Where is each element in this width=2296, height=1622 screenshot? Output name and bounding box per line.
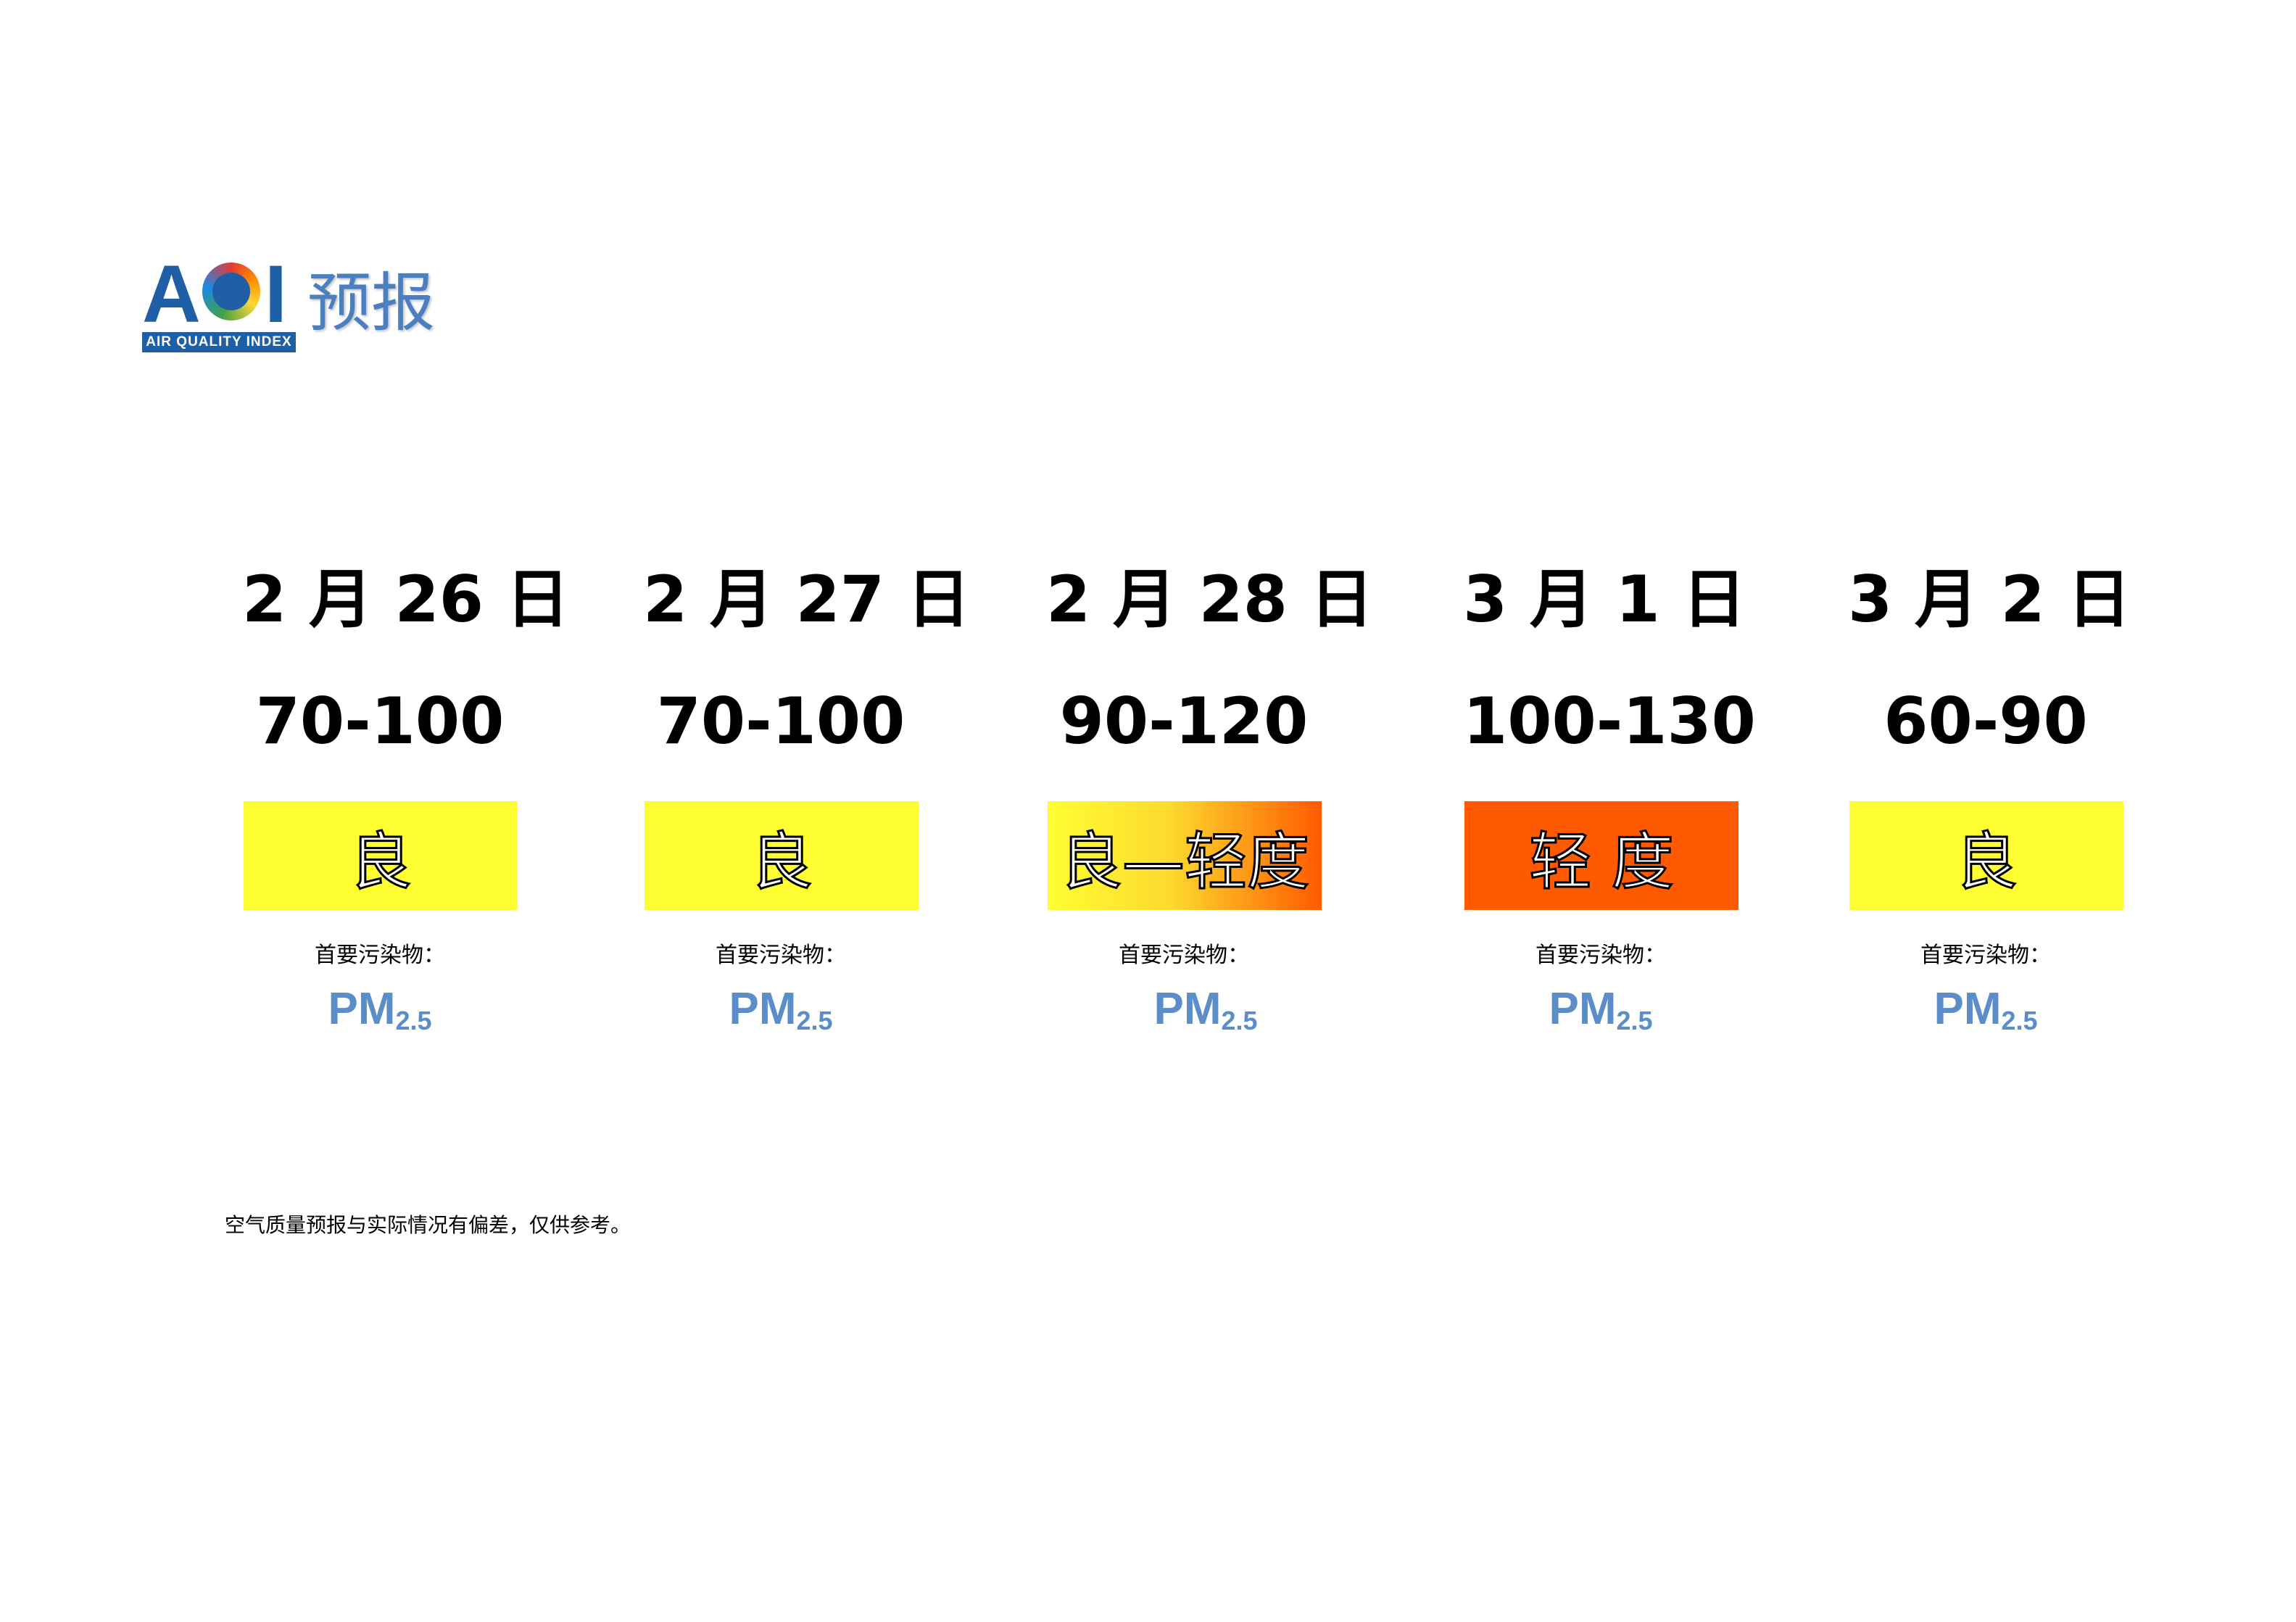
- primary-pollutant-label: 首要污染物：: [1119, 943, 1249, 968]
- forecast-date: 2 月 26 日: [242, 562, 570, 637]
- primary-pollutant-value: PM2.5: [1068, 980, 1343, 1050]
- aqi-range: 60-90: [1883, 684, 2088, 758]
- air-quality-level-badge: 良: [1849, 801, 2123, 910]
- forecast-day-3: 2 月 28 日 90-120 良—轻度 首要污染物： PM2.5: [1046, 551, 1374, 1059]
- air-quality-level-badge: 良: [244, 801, 518, 910]
- forecast-day-1: 2 月 26 日 70-100 良 首要污染物： PM2.5: [242, 551, 570, 1059]
- pollutant-name: PM: [1934, 984, 2002, 1034]
- primary-pollutant-value: PM2.5: [643, 980, 919, 1050]
- aqi-range: 90-120: [1059, 684, 1309, 758]
- forecast-day-4: 3 月 1 日 100-130 轻 度 首要污染物： PM2.5: [1463, 551, 1756, 1059]
- primary-pollutant-label: 首要污染物：: [716, 943, 846, 968]
- aqi-range: 70-100: [656, 684, 905, 758]
- primary-pollutant-label: 首要污染物：: [315, 943, 445, 968]
- primary-pollutant-value: PM2.5: [242, 980, 518, 1050]
- aqi-range: 100-130: [1463, 684, 1756, 758]
- forecast-date: 2 月 28 日: [1046, 562, 1374, 637]
- primary-pollutant-label: 首要污染物：: [1535, 943, 1666, 968]
- disclaimer-note: 空气质量预报与实际情况有偏差，仅供参考。: [225, 1213, 631, 1237]
- pollutant-subscript: 2.5: [395, 1006, 432, 1035]
- aqi-letter-i: I: [264, 249, 287, 339]
- pollutant-name: PM: [1549, 984, 1617, 1034]
- page-title: 预报: [307, 265, 436, 340]
- air-quality-level-badge: 良—轻度: [1048, 801, 1322, 910]
- aqi-band-text: AIR QUALITY INDEX: [142, 332, 296, 352]
- pollutant-subscript: 2.5: [1221, 1006, 1258, 1035]
- air-quality-level-badge: 良: [645, 801, 919, 910]
- forecast-day-2: 2 月 27 日 70-100 良 首要污染物： PM2.5: [643, 551, 971, 1059]
- aqi-letter-a: A: [142, 249, 201, 339]
- forecast-date: 3 月 2 日: [1848, 562, 2131, 637]
- primary-pollutant-value: PM2.5: [1848, 980, 2123, 1050]
- pollutant-name: PM: [328, 984, 396, 1034]
- forecast-date: 2 月 27 日: [643, 562, 971, 637]
- forecast-date: 3 月 1 日: [1463, 562, 1746, 637]
- primary-pollutant-value: PM2.5: [1463, 980, 1738, 1050]
- forecast-day-5: 3 月 2 日 60-90 良 首要污染物： PM2.5: [1848, 551, 2131, 1059]
- pollutant-subscript: 2.5: [1616, 1006, 1653, 1035]
- globe-icon: [202, 262, 260, 320]
- pollutant-subscript: 2.5: [796, 1006, 833, 1035]
- pollutant-name: PM: [1153, 984, 1222, 1034]
- pollutant-name: PM: [729, 984, 797, 1034]
- aqi-range: 70-100: [255, 684, 505, 758]
- primary-pollutant-label: 首要污染物：: [1920, 943, 2051, 968]
- air-quality-level-badge: 轻 度: [1464, 801, 1738, 910]
- pollutant-subscript: 2.5: [2001, 1006, 2038, 1035]
